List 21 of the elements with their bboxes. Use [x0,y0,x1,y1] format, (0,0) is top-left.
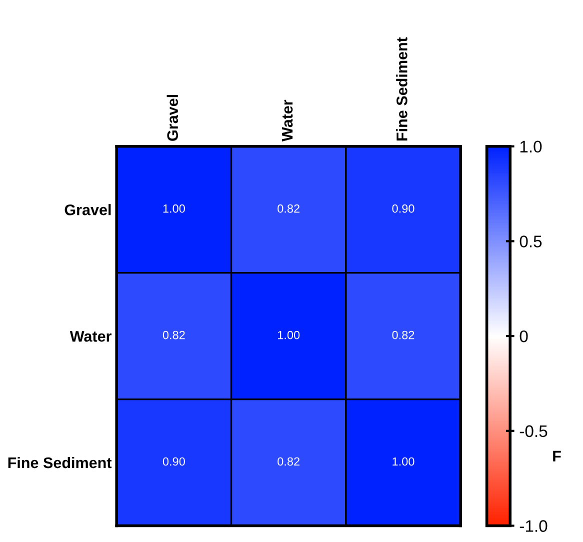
color-bar-label: 1.0 [520,140,542,153]
data-label: 1.00 [392,457,414,466]
data-label: 0.82 [278,457,300,466]
color-bar-label: 0 [520,330,528,342]
x-tick-label: Water [282,100,293,142]
y-tick-label: Gravel [64,204,111,216]
data-label: 0.90 [162,457,185,466]
data-label: 0.82 [278,204,300,213]
color-bar-label: -1.0 [520,520,548,532]
color-bar-label: 0.5 [520,236,542,248]
x-tick-label: Fine Sediment [396,37,408,140]
data-label: 0.82 [162,330,185,340]
data-label: 1.00 [163,204,185,213]
data-label: 0.90 [392,204,414,213]
y-tick-label: Fine Sediment [8,456,112,468]
x-tick-label: Gravel [166,94,178,141]
data-label: 0.82 [392,330,414,340]
color-bar-title: F [553,450,561,462]
color-bar-label: -0.5 [520,425,548,438]
data-label: 1.00 [278,330,300,340]
y-tick-label: Water [70,331,112,342]
